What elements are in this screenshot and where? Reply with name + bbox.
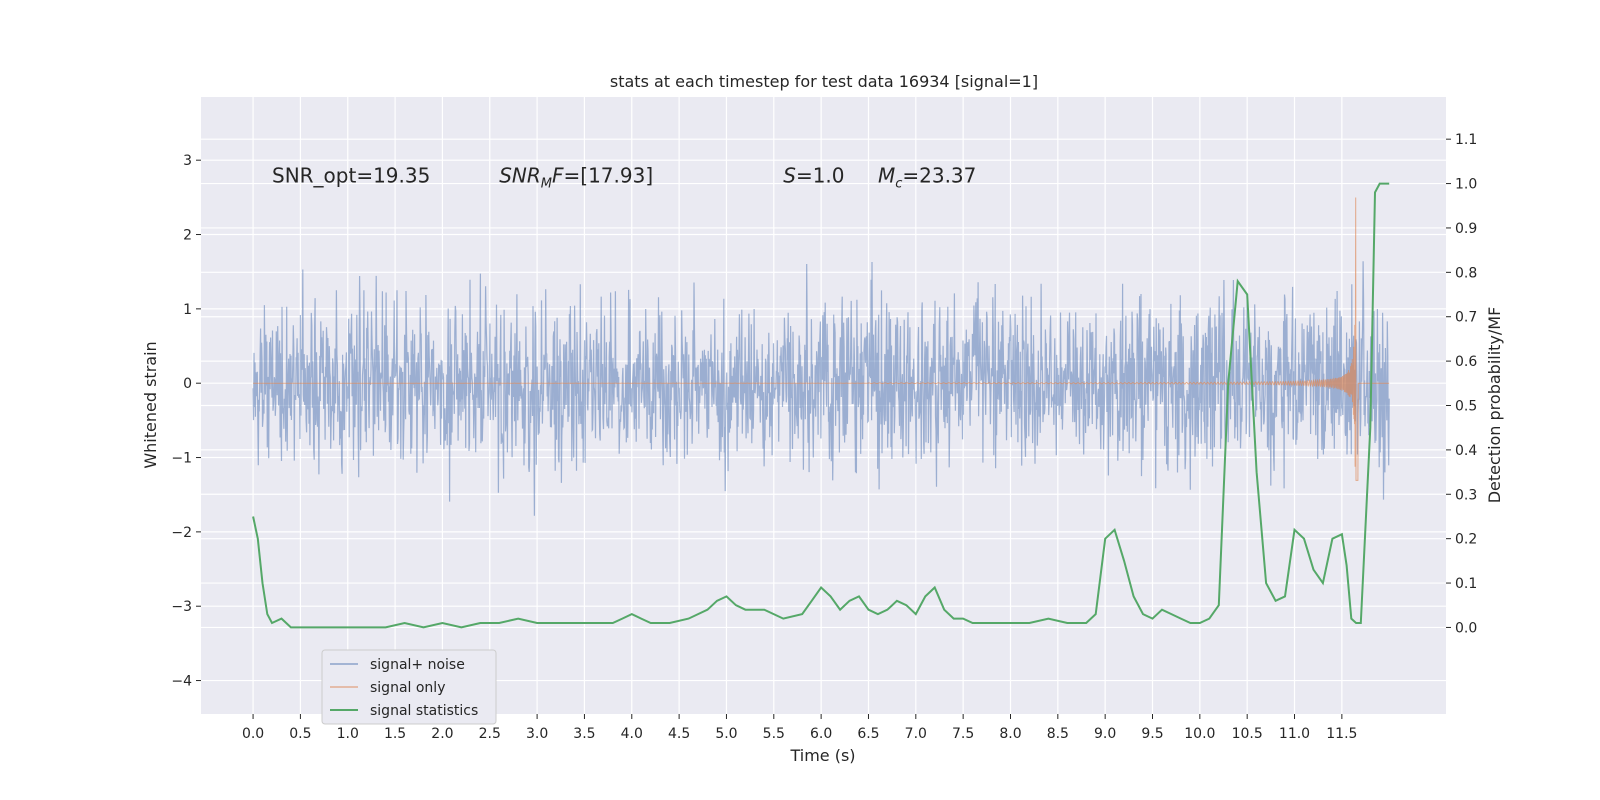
x-tick-label: 3.5 (573, 726, 595, 742)
y-tick-label: −3 (171, 599, 192, 615)
x-tick-label: 1.0 (337, 726, 359, 742)
y2-tick-label: 0.0 (1455, 620, 1477, 636)
annotation-3: S=1.0 (783, 163, 844, 187)
y2-tick-label: 0.7 (1455, 310, 1477, 326)
y2-tick-label: 1.0 (1455, 177, 1477, 193)
x-tick-label: 10.5 (1232, 726, 1263, 742)
y-tick-label: −1 (171, 451, 192, 467)
x-tick-label: 3.0 (526, 726, 548, 742)
y2-tick-label: 0.9 (1455, 221, 1477, 237)
signal-only-line (253, 197, 1390, 481)
y2-axis-label: Detection probability/MF (1485, 307, 1504, 504)
y2-tick-label: 0.2 (1455, 532, 1477, 548)
legend-box (321, 649, 497, 725)
x-tick-label: 10.0 (1184, 726, 1215, 742)
y2-tick-label: 0.3 (1455, 487, 1477, 503)
x-axis-label: Time (s) (789, 746, 855, 765)
x-tick-label: 6.0 (810, 726, 832, 742)
y-tick-label: 3 (183, 153, 192, 169)
y-axis-ticks: 3 2 1 0 −1 −2 −3 −4 (171, 153, 201, 690)
x-tick-label: 2.5 (479, 726, 501, 742)
x-tick-label: 5.0 (715, 726, 737, 742)
y2-tick-label: 1.1 (1455, 132, 1477, 148)
x-tick-label: 1.5 (384, 726, 406, 742)
annotation-1: SNR_opt=19.35 (272, 163, 430, 187)
annotation-4: Mc=23.37 (878, 163, 976, 191)
x-tick-label: 8.5 (1047, 726, 1069, 742)
y2-tick-label: 0.6 (1455, 354, 1477, 370)
y-tick-label: −2 (171, 525, 192, 541)
annotation-2: SNRMF=[17.93] (499, 163, 653, 191)
series-signal-statistics (252, 182, 1390, 629)
x-tick-label: 4.5 (668, 726, 690, 742)
x-tick-label: 0.5 (289, 726, 311, 742)
x-tick-label: 8.0 (999, 726, 1021, 742)
x-tick-label: 9.5 (1141, 726, 1163, 742)
x-tick-label: 11.5 (1326, 726, 1357, 742)
x-tick-label: 5.5 (763, 726, 785, 742)
y2-tick-label: 0.5 (1455, 399, 1477, 415)
x-tick-label: 6.5 (857, 726, 879, 742)
legend-label: signal statistics (370, 703, 478, 719)
x-tick-label: 7.5 (952, 726, 974, 742)
legend: signal+ noise signal only signal statistic… (321, 649, 497, 725)
y2-tick-label: 0.1 (1455, 576, 1477, 592)
legend-label: signal+ noise (370, 657, 465, 673)
y2-tick-label: 0.4 (1455, 443, 1477, 459)
x-tick-label: 9.0 (1094, 726, 1116, 742)
y-tick-label: 2 (183, 228, 192, 244)
x-tick-label: 0.0 (242, 726, 264, 742)
series-signal-only (253, 197, 1390, 481)
signal-statistics-line (252, 182, 1390, 629)
x-tick-label: 2.0 (431, 726, 453, 742)
x-axis-ticks: 0.0 0.5 1.0 1.5 2.0 2.5 3.0 3.5 4.0 4.5 5.0 5.5 6.0 6… (242, 714, 1357, 742)
x-tick-label: 4.0 (621, 726, 643, 742)
y2-tick-label: 0.8 (1455, 265, 1477, 281)
y-tick-label: −4 (171, 674, 192, 690)
signal-plus-noise-line (252, 261, 1390, 516)
y2-axis-ticks: 1.1 1.0 0.9 0.8 0.7 0.6 0.5 0.4 0.3 0.2 0.1 0.0 (1446, 132, 1477, 636)
y-tick-label: 1 (183, 302, 192, 318)
chart-title: stats at each timestep for test data 169… (610, 72, 1038, 91)
y-tick-label: 0 (183, 376, 192, 392)
x-tick-label: 11.0 (1279, 726, 1310, 742)
x-tick-label: 7.0 (905, 726, 927, 742)
series-signal-plus-noise (252, 261, 1390, 516)
annotations: SNR_opt=19.35 SNRMF=[17.93] S=1.0 Mc=23.37 (272, 163, 976, 191)
legend-label: signal only (370, 680, 445, 696)
y-axis-label: Whitened strain (141, 341, 160, 468)
